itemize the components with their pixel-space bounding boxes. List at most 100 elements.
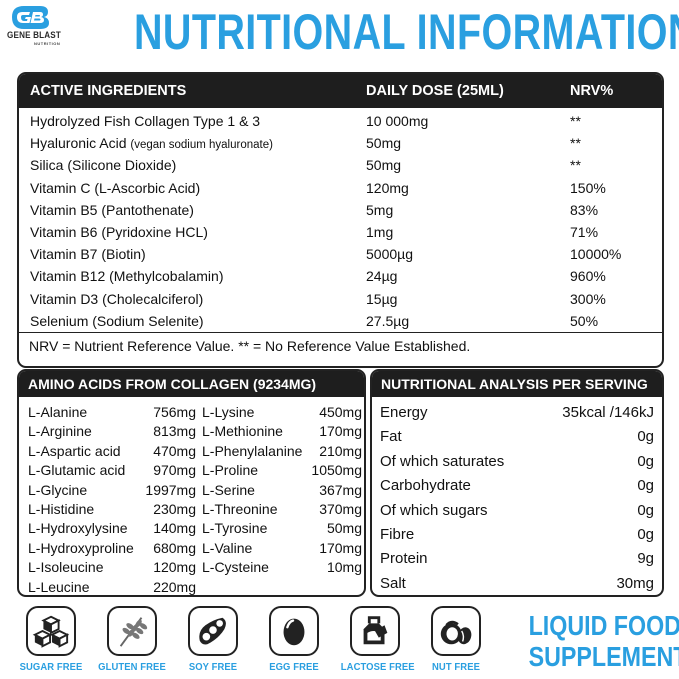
ingredient-name-text: Selenium (Sodium Selenite) [30,312,204,329]
badge-sugar-free: SUGAR FREE [13,606,89,673]
nutrient-value: 9g [637,550,654,568]
ingredient-name-text: Silica (Silicone Dioxide) [30,157,177,174]
ingredient-name: Vitamin B6 (Pyridoxine HCL) [30,221,208,243]
amino-acids-panel: AMINO ACIDS FROM COLLAGEN (9234MG) L-Ala… [17,369,366,597]
list-item: L-Hydroxyproline 680mg L-Valine 170mg [19,539,364,558]
ingredient-dose: 24µg [366,268,398,285]
ingredient-dose: 5000µg [366,246,413,263]
brand-name: GENE BLAST [7,30,62,40]
ingredient-nrv: 300% [570,290,606,307]
amino-value: 450mg [319,404,362,420]
list-item: L-Alanine 756mg L-Lysine 450mg [19,403,364,422]
badge-tile [26,606,76,656]
nut-icon [440,620,472,645]
nutrient-value: 0g [637,477,654,495]
list-item: Protein 9g [372,547,662,571]
ingredient-nrv: 10000% [570,246,622,263]
table-row: Vitamin B12 (Methylcobalamin) 24µg 960% [19,265,662,287]
table-row: Silica (Silicone Dioxide) 50mg ** [19,154,662,176]
amino-header-text: AMINO ACIDS FROM COLLAGEN (9234MG) [28,376,317,392]
ingredient-name-text: Vitamin D3 (Cholecalciferol) [30,290,204,307]
active-ingredients-table: ACTIVE INGREDIENTS DAILY DOSE (25ML) NRV… [17,72,664,368]
ingredient-dose: 50mg [366,157,402,174]
ingredient-name: Hydrolyzed Fish Collagen Type 1 & 3 [30,110,260,132]
ingredient-name: Vitamin C (L-Ascorbic Acid) [30,177,200,199]
amino-name: L-Alanine [28,404,88,420]
egg-icon [283,618,305,646]
list-item: L-Glutamic acid 970mg L-Proline 1050mg [19,461,364,480]
ingredient-nrv: 50% [570,312,599,329]
badge-label: LACTOSE FREE [340,661,415,673]
list-item: L-Leucine 220mg [19,578,364,595]
ingredient-nrv: ** [570,113,581,129]
amino-name: L-Methionine [202,423,283,440]
header-nrv: NRV% [570,83,614,99]
nutrition-header: NUTRITIONAL ANALYSIS PER SERVING [372,371,662,397]
amino-name: L-Arginine [28,423,92,440]
list-item: L-Histidine 230mg L-Threonine 370mg [19,500,364,519]
ingredient-name-text: Vitamin C (L-Ascorbic Acid) [30,179,201,196]
badge-label: SUGAR FREE [19,661,83,673]
ingredient-dose: 27.5µg [366,312,410,329]
amino-name: L-Hydroxylysine [28,520,128,537]
badge-soy-free: SOY FREE [175,606,251,673]
badge-egg-free: EGG FREE [256,606,332,673]
product-type: LIQUID FOOD SUPPLEMENT [515,610,679,672]
list-item: L-Hydroxylysine 140mg L-Tyrosine 50mg [19,519,364,538]
amino-name: L-Cysteine [202,559,269,576]
table-header: ACTIVE INGREDIENTS DAILY DOSE (25ML) NRV… [19,74,662,108]
nutrient-label: Fat [380,428,402,446]
amino-header: AMINO ACIDS FROM COLLAGEN (9234MG) [19,371,364,397]
ingredient-nrv: 71% [570,223,599,240]
badge-tile [350,606,400,656]
wheat-icon [119,617,148,647]
amino-name: L-Aspartic acid [28,442,121,459]
soybean-icon [199,617,226,645]
ingredient-dose: 1mg [366,223,394,240]
nutrient-label: Carbohydrate [380,477,471,495]
amino-value: 367mg [319,481,362,498]
list-item: L-Aspartic acid 470mg L-Phenylalanine 210mg [19,442,364,461]
nutrient-label: Energy [380,404,428,421]
amino-name: L-Tyrosine [202,520,268,537]
ingredient-name-text: Hyaluronic Acid [30,135,127,152]
badge-tile [188,606,238,656]
table-row: Vitamin B5 (Pantothenate) 5mg 83% [19,199,662,221]
amino-value: 220mg [153,578,196,595]
ingredient-nrv: ** [570,157,581,174]
header-daily-dose: DAILY DOSE (25ML) [366,83,504,99]
amino-name: L-Hydroxyproline [28,539,134,556]
table-row: Hydrolyzed Fish Collagen Type 1 & 3 10 00… [19,110,662,132]
badge-label: SOY FREE [188,661,238,673]
list-item: L-Arginine 813mg L-Methionine 170mg [19,422,364,441]
list-item: L-Glycine 1997mg L-Serine 367mg [19,481,364,500]
ingredient-dose: 5mg [366,201,394,218]
nutrient-value: 0g [637,501,654,519]
badge-tile [107,606,157,656]
nutrition-header-text: NUTRITIONAL ANALYSIS PER SERVING [381,376,648,392]
amino-name: L-Leucine [28,578,90,595]
amino-name: L-Valine [202,539,253,556]
nutrition-list: Energy 35kcal /146kJ Fat 0g Of which saturat… [372,401,662,595]
ingredient-dose: 15µg [366,290,398,307]
list-item: Carbohydrate 0g [372,474,662,498]
table-row: Vitamin B7 (Biotin) 5000µg 10000% [19,243,662,265]
nutrient-label: Fibre [380,525,415,543]
list-item: Of which sugars 0g [372,499,662,523]
table-row: Selenium (Sodium Selenite) 27.5µg 50% [19,310,662,332]
nutritional-analysis-panel: NUTRITIONAL ANALYSIS PER SERVING Energy 3… [370,369,664,597]
nutrient-value: 35kcal /146kJ [562,404,654,421]
ingredient-name-text: Vitamin B12 (Methylcobalamin) [30,268,224,285]
amino-value: 170mg [319,539,362,556]
amino-value: 50mg [326,520,362,537]
nutrient-value: 0g [637,525,654,543]
badge-gluten-free: GLUTEN FREE [94,606,170,673]
nutrient-label: Of which sugars [380,501,488,519]
brand-logo: GENE BLAST NUTRITION [4,4,94,48]
table-row: Vitamin B6 (Pyridoxine HCL) 1mg 71% [19,221,662,243]
amino-name: L-Glutamic acid [28,462,126,479]
ingredient-name-text: Vitamin B6 (Pyridoxine HCL) [30,223,208,240]
badge-tile [269,606,319,656]
nrv-footnote: NRV = Nutrient Reference Value. ** = No … [19,332,662,359]
amino-name: L-Phenylalanine [202,442,303,459]
